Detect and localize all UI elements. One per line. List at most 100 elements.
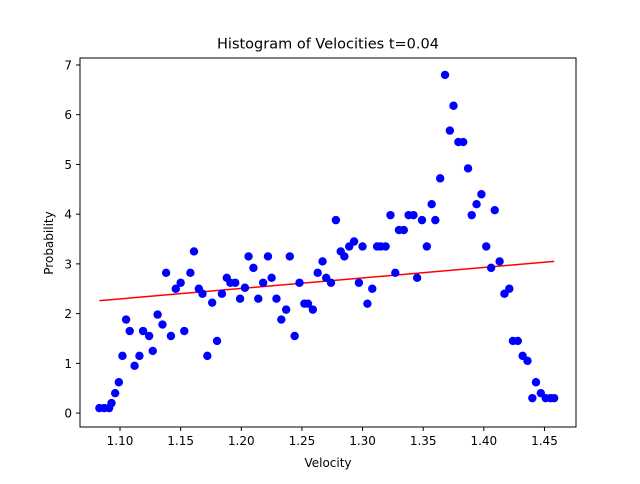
y-tick-label: 5	[64, 158, 72, 172]
x-tick-label: 1.10	[107, 434, 134, 448]
data-point	[118, 351, 127, 361]
data-point	[412, 273, 422, 283]
data-point	[431, 215, 440, 225]
data-point	[303, 299, 313, 308]
data-point	[110, 388, 120, 398]
data-point	[272, 294, 281, 303]
x-tick-label: 1.40	[470, 434, 497, 448]
data-point	[189, 247, 199, 256]
data-point	[290, 331, 299, 341]
x-tick-label: 1.20	[228, 434, 255, 448]
data-point	[472, 200, 481, 209]
data-point	[422, 242, 432, 251]
data-point	[153, 310, 162, 319]
y-tick-label: 1	[64, 357, 72, 371]
data-point	[313, 268, 322, 278]
data-point	[198, 289, 207, 298]
data-point	[171, 284, 181, 293]
x-tick-label: 1.25	[289, 434, 316, 448]
plot-frame	[79, 57, 577, 428]
data-point	[263, 252, 273, 261]
y-tick-label: 6	[64, 108, 72, 122]
data-point	[277, 315, 286, 324]
y-tick-label: 7	[64, 58, 72, 72]
x-tick-label: 1.35	[410, 434, 437, 448]
data-point	[435, 174, 445, 183]
data-point	[231, 278, 240, 287]
data-point	[203, 351, 212, 361]
data-point	[121, 315, 131, 324]
data-point	[308, 305, 318, 314]
data-point	[240, 283, 250, 292]
data-point	[158, 320, 167, 329]
data-point	[445, 126, 455, 135]
data-point	[440, 70, 450, 80]
data-point	[130, 361, 139, 371]
data-point	[148, 346, 157, 356]
data-point	[477, 190, 486, 199]
data-point	[285, 252, 294, 261]
data-point	[267, 273, 276, 283]
data-point	[281, 305, 291, 314]
y-tick-label: 3	[64, 257, 72, 271]
data-point	[138, 326, 148, 336]
x-axis: 1.10 1.15 1.20 1.25 1.30 1.35 1.40 1.45	[107, 427, 558, 448]
data-point	[549, 393, 559, 403]
y-tick-label: 4	[64, 208, 72, 222]
data-point	[176, 278, 185, 287]
data-point	[217, 289, 227, 298]
data-point	[381, 242, 390, 251]
data-point	[486, 263, 496, 273]
data-point	[354, 278, 364, 287]
data-point	[114, 378, 124, 387]
data-point	[249, 263, 258, 273]
y-axis: 0 1 2 3 4 5 6 7	[64, 58, 80, 421]
data-point	[386, 210, 395, 220]
data-point	[186, 268, 195, 278]
data-point	[318, 257, 327, 266]
data-point	[363, 299, 372, 308]
data-point	[254, 294, 263, 303]
y-tick-label: 2	[64, 307, 72, 321]
data-point	[107, 398, 116, 408]
data-point	[295, 278, 304, 287]
data-point	[340, 252, 349, 261]
data-point	[135, 351, 144, 361]
data-point	[235, 294, 245, 303]
data-point	[349, 237, 359, 246]
data-point	[531, 378, 541, 387]
data-point	[409, 210, 418, 220]
data-point	[490, 205, 499, 215]
y-tick-label: 0	[64, 407, 72, 421]
data-point	[358, 242, 367, 251]
data-point	[144, 331, 154, 341]
data-point	[212, 336, 222, 346]
plot-area	[95, 70, 559, 413]
data-point	[417, 215, 427, 225]
data-point	[513, 336, 522, 346]
data-point	[258, 278, 268, 287]
data-point	[495, 257, 504, 266]
data-point	[244, 252, 253, 261]
x-tick-label: 1.15	[167, 434, 194, 448]
data-point	[125, 326, 134, 336]
data-point	[166, 331, 176, 341]
data-point	[505, 284, 514, 293]
data-point	[467, 210, 476, 220]
data-point	[368, 284, 377, 293]
x-tick-label: 1.45	[531, 434, 558, 448]
data-point	[180, 326, 189, 336]
data-point	[528, 393, 537, 403]
data-point	[207, 298, 217, 307]
data-point	[463, 164, 473, 173]
data-point	[523, 356, 532, 366]
x-tick-label: 1.30	[349, 434, 376, 448]
chart-title: Histogram of Velocities t=0.04	[217, 37, 439, 53]
y-axis-label: Probability	[42, 211, 56, 274]
data-point	[326, 278, 336, 287]
x-axis-label: Velocity	[304, 456, 351, 470]
data-point	[161, 268, 171, 278]
data-point	[391, 268, 400, 278]
